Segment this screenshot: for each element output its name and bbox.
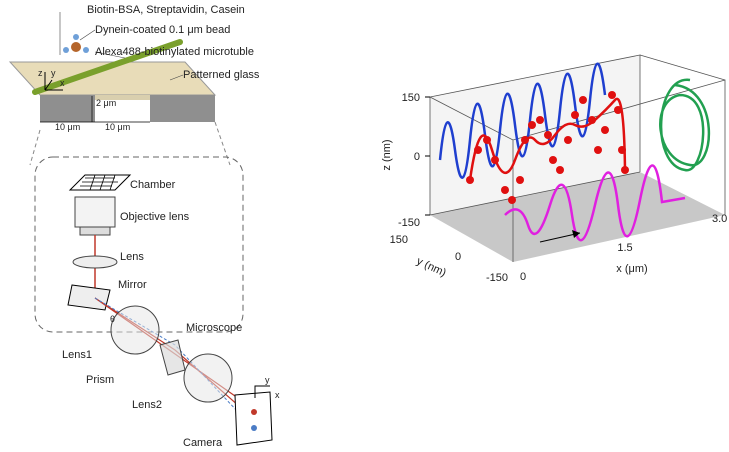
label: Lens2	[132, 399, 162, 411]
label: Chamber	[130, 179, 176, 191]
label: Camera	[183, 437, 223, 449]
objective	[75, 197, 115, 227]
lens	[73, 256, 117, 268]
axis-label: x	[275, 390, 280, 400]
axis-label: x	[60, 78, 65, 88]
trajectory-plot: z (nm) 150 0 -150 150 0 -150 y (nm) 0 1.…	[381, 55, 727, 284]
axis-label: y	[51, 68, 56, 78]
leader	[80, 30, 95, 40]
dynein	[63, 47, 69, 53]
dynein	[83, 47, 89, 53]
tick	[425, 97, 430, 215]
label: Dynein-coated 0.1 μm bead	[95, 24, 230, 36]
tick-label: 0	[455, 251, 461, 263]
spot	[251, 425, 257, 431]
glass-block	[40, 95, 95, 122]
label: 10 μm	[105, 122, 130, 132]
bead	[71, 42, 81, 52]
label: Objective lens	[120, 211, 190, 223]
tick-label: -150	[398, 217, 420, 229]
lens2	[184, 354, 232, 402]
label: 2 μm	[96, 98, 116, 108]
tick-label: 150	[390, 234, 408, 246]
tick-label: 0	[520, 271, 526, 283]
axis-title: x (μm)	[616, 263, 647, 275]
label: Prism	[86, 374, 114, 386]
projection-yz	[660, 80, 709, 170]
setup-diagram: Biotin-BSA, Streptavidin, Casein Dynein-…	[10, 4, 280, 449]
tick-label: 150	[402, 92, 420, 104]
axis-title: z (nm)	[381, 139, 393, 170]
mirror	[68, 285, 110, 310]
tick-label: 0	[414, 151, 420, 163]
tick-label: 1.5	[617, 242, 632, 254]
axis-label: y	[265, 375, 270, 385]
tick-label: -150	[486, 272, 508, 284]
chamber	[70, 175, 130, 190]
label: Microscope	[186, 322, 242, 334]
axis-label: z	[38, 68, 43, 78]
spot	[251, 409, 257, 415]
label: Patterned glass	[183, 69, 260, 81]
camera	[235, 392, 272, 445]
tick-label: 3.0	[712, 213, 727, 225]
objective	[80, 227, 110, 235]
figure: Biotin-BSA, Streptavidin, Casein Dynein-…	[0, 0, 729, 452]
zoom-line	[215, 122, 230, 165]
label: 10 μm	[55, 122, 80, 132]
prism	[160, 340, 185, 375]
glass-block	[150, 95, 215, 122]
axis-title: y (nm)	[415, 255, 448, 279]
label: Lens1	[62, 349, 92, 361]
zoom-line	[30, 130, 40, 165]
lens1	[111, 306, 159, 354]
label: θ	[110, 314, 115, 324]
label: Lens	[120, 251, 144, 263]
label: Biotin-BSA, Streptavidin, Casein	[87, 4, 245, 16]
label: Mirror	[118, 279, 147, 291]
label: Alexa488-biotinylated microtuble	[95, 46, 254, 58]
dynein	[73, 34, 79, 40]
